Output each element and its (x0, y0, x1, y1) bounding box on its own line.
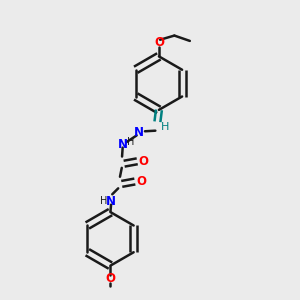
Text: O: O (106, 272, 116, 285)
Text: H: H (161, 122, 169, 132)
Text: O: O (154, 36, 164, 49)
Text: H: H (127, 137, 135, 147)
Text: N: N (118, 138, 128, 151)
Text: O: O (136, 175, 146, 188)
Text: N: N (134, 126, 144, 139)
Text: H: H (100, 196, 108, 206)
Text: N: N (106, 195, 116, 208)
Text: O: O (139, 155, 149, 168)
